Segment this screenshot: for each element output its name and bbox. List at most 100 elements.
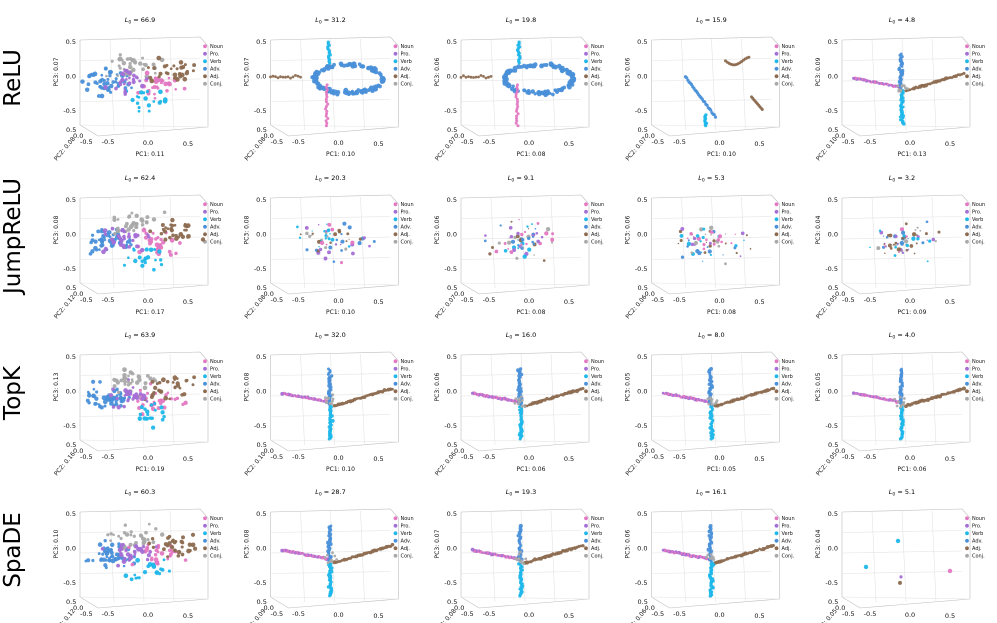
scatter-point	[710, 234, 712, 236]
scatter-point	[661, 548, 665, 552]
pc2-label: PC2: 0.07	[624, 136, 648, 163]
scatter-point	[134, 213, 139, 219]
panel-title: L0 = 8.0	[698, 331, 724, 341]
legend-marker	[774, 374, 779, 379]
y-tick: 0.5	[638, 598, 648, 606]
scatter-point	[556, 87, 561, 93]
scatter-point	[97, 542, 103, 547]
legend-label: Pro.	[972, 52, 982, 58]
legend-marker	[393, 516, 398, 521]
scatter-point	[173, 548, 177, 552]
l0-value: = 15.9	[703, 16, 727, 24]
scatter-point	[889, 247, 893, 250]
z-tick: 0.0	[637, 544, 647, 552]
l0-value: = 31.2	[322, 16, 346, 24]
scatter-point	[373, 70, 377, 74]
scatter-point	[167, 249, 172, 254]
scatter-point	[324, 237, 328, 240]
y-tick: 0.0	[454, 447, 464, 455]
legend-label: Conj.	[210, 554, 223, 560]
scatter-point	[184, 228, 188, 232]
legend-marker	[584, 81, 588, 86]
scatter-point	[332, 260, 336, 263]
scatter-point	[740, 231, 745, 236]
legend-label: Conj.	[591, 82, 604, 88]
pc1-label: PC1: 0.06	[517, 466, 546, 473]
legend-label: Noun	[782, 202, 795, 208]
scatter-point	[175, 381, 180, 386]
scatter-point	[84, 559, 88, 563]
scatter-point	[901, 251, 905, 255]
scatter-point	[326, 561, 330, 564]
scatter-point	[135, 222, 139, 226]
scatter-point	[116, 405, 121, 410]
z-tick: 0.0	[66, 387, 76, 395]
z-tick: 0.0	[637, 230, 647, 238]
scatter-point	[519, 64, 524, 69]
x-tick: -0.5	[102, 610, 115, 618]
scatter-point	[184, 378, 189, 383]
scatter-point	[324, 105, 328, 108]
legend-label: Verb	[591, 59, 602, 65]
scatter-point	[159, 262, 164, 267]
scatter-point	[717, 234, 723, 239]
scatter-point	[276, 76, 280, 80]
pc2-label: PC2: 0.06	[434, 451, 458, 478]
scatter-point	[518, 523, 523, 528]
scatter-point	[712, 113, 716, 117]
scatter-point	[101, 552, 105, 556]
scatter-point	[108, 393, 114, 398]
scatter-point	[339, 63, 344, 68]
scatter-point	[327, 64, 332, 69]
row-label-relu: ReLU	[0, 49, 26, 107]
scatter-point	[150, 425, 156, 430]
legend-marker	[203, 51, 207, 56]
legend-marker	[393, 546, 398, 551]
scatter-point	[352, 61, 357, 66]
scatter-point	[95, 390, 99, 394]
z-tick: 0.5	[256, 196, 266, 204]
scatter-point	[192, 375, 197, 380]
scatter-point	[162, 210, 167, 215]
y-tick: 0.0	[454, 604, 464, 612]
scatter-point	[159, 532, 165, 537]
z-tick: 0.0	[637, 387, 647, 395]
z-tick: 0.5	[828, 353, 838, 361]
x-tick: 0.0	[714, 139, 724, 147]
scatter-point	[109, 547, 113, 552]
pc1-label: PC1: 0.13	[898, 151, 927, 158]
scatter-point	[331, 397, 335, 401]
scatter-point	[135, 76, 139, 80]
scatter-point	[123, 573, 129, 579]
scatter-point	[894, 245, 897, 249]
scatter-point	[159, 405, 164, 410]
scatter-point	[358, 237, 362, 241]
legend-label: Conj.	[972, 82, 985, 88]
scatter-point	[98, 380, 102, 384]
legend-marker	[203, 374, 207, 379]
scatter-point	[145, 215, 150, 220]
scatter-point	[314, 74, 319, 79]
scatter-point	[299, 75, 302, 79]
scatter-point	[123, 69, 127, 73]
scatter-point	[515, 119, 519, 123]
legend-marker	[393, 538, 398, 543]
legend-label: Pro.	[782, 52, 792, 58]
scatter-point	[274, 75, 277, 78]
scatter-point	[544, 231, 549, 236]
scatter-point	[280, 548, 284, 553]
legend-marker	[965, 553, 969, 558]
panel-title: L0 = 16.0	[506, 331, 537, 341]
panel-title: L0 = 19.3	[506, 488, 537, 498]
y-tick: 0.5	[257, 598, 267, 606]
scatter-point	[133, 258, 138, 264]
scatter-point	[707, 534, 711, 538]
scatter-point	[325, 230, 328, 233]
scatter-point	[152, 267, 156, 272]
legend-label: Pro.	[210, 210, 220, 216]
scatter-point	[522, 246, 525, 249]
legend-label: Pro.	[972, 367, 982, 373]
scatter-point	[158, 401, 163, 406]
legend-label: Adj.	[972, 74, 982, 80]
scatter-point	[111, 80, 115, 84]
